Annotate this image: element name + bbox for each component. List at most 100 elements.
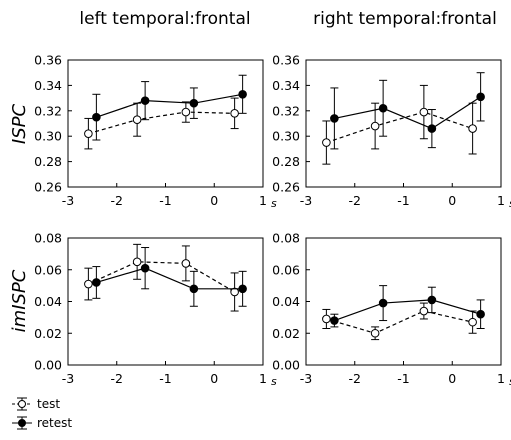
y-tick-label: 0.00: [34, 358, 62, 373]
data-point-retest: [378, 103, 388, 113]
x-tick-label: -1: [159, 193, 171, 208]
data-point-test: [230, 109, 239, 118]
x-tick-label: -2: [349, 371, 361, 386]
legend-retest-marker: [12, 416, 32, 430]
column-title-left: left temporal:frontal: [79, 9, 250, 29]
y-tick-label: 0.36: [272, 53, 300, 68]
series-line-retest: [334, 299, 481, 322]
plot-frame: [67, 59, 264, 188]
x-tick-label: -2: [111, 371, 123, 386]
row-label-ispc: ISPC: [9, 103, 30, 144]
y-tick-label: 0.30: [34, 129, 62, 144]
data-point-test: [84, 129, 93, 138]
data-point-retest: [378, 298, 388, 308]
data-point-test: [419, 306, 429, 316]
data-point-test: [370, 328, 380, 338]
y-tick-label: 0.36: [34, 53, 62, 68]
series-line-retest: [96, 93, 243, 118]
data-point-test: [322, 138, 331, 147]
legend-test-label: test: [37, 397, 60, 411]
y-tick-label: 0.02: [34, 326, 62, 341]
series-line-retest: [334, 96, 481, 130]
x-tick-label: -1: [397, 193, 409, 208]
data-point-test: [230, 287, 239, 297]
data-point-retest: [330, 114, 339, 123]
data-point-test: [181, 259, 191, 268]
data-point-test: [132, 115, 142, 124]
y-tick-label: 0.00: [272, 358, 300, 373]
y-tick-label: 0.02: [272, 326, 300, 341]
x-tick-label: 0: [448, 193, 456, 208]
y-tick-label: 0.06: [34, 262, 62, 277]
x-tick-label: -3: [300, 193, 312, 208]
legend-test-marker: [12, 397, 32, 411]
y-tick-label: 0.08: [34, 231, 62, 246]
data-point-test: [419, 107, 429, 117]
x-tick-label: -3: [62, 193, 74, 208]
data-point-retest: [476, 309, 485, 319]
x-tick-label: 1: [497, 193, 505, 208]
panel-bottom-left: 0.00 0.02 0.04 0.06 0.08 -3 -2 -1 0 1 s: [34, 231, 277, 389]
legend-retest-label: retest: [37, 416, 72, 430]
y-tick-label: 0.06: [272, 262, 300, 277]
x-tick-label: 1: [259, 371, 267, 386]
column-title-right: right temporal:frontal: [313, 9, 497, 29]
x-tick-label: 0: [210, 193, 218, 208]
data-point-test: [181, 107, 191, 117]
data-point-retest: [140, 96, 150, 105]
data-point-test: [468, 317, 477, 327]
y-tick-label: 0.26: [34, 180, 62, 195]
row-label-imispc: imISPC: [9, 269, 30, 332]
y-tick-label: 0.04: [272, 294, 300, 309]
x-tick-label: -2: [111, 193, 123, 208]
panel-top-left: 0.26 0.28 0.30 0.32 0.34 0.36 -3 -2 -1 0 1 s: [34, 53, 277, 211]
legend: test retest: [12, 397, 72, 430]
x-unit-label: s: [271, 197, 277, 210]
y-tick-label: 0.34: [34, 78, 62, 93]
y-tick-label: 0.04: [34, 294, 62, 309]
x-tick-label: 0: [448, 371, 456, 386]
x-tick-label: -1: [159, 371, 171, 386]
x-unit-label: s: [271, 375, 277, 388]
series-line-test: [88, 111, 235, 135]
y-tick-label: 0.32: [34, 103, 62, 118]
data-point-test: [370, 121, 380, 131]
data-point-test: [468, 124, 477, 133]
plot-frame: [67, 237, 264, 366]
x-tick-label: 1: [497, 371, 505, 386]
data-point-retest: [140, 263, 150, 273]
series-line-test: [326, 310, 473, 334]
data-point-retest: [92, 278, 101, 287]
plot-frame: [305, 59, 502, 188]
series-line-test: [88, 261, 235, 293]
panels: 0.260.280.300.320.340.36-3 -2 -1 0 1 s0.260.2…: [34, 53, 511, 389]
x-tick-label: 0: [210, 371, 218, 386]
y-tick-label: 0.34: [272, 78, 300, 93]
data-point-retest: [92, 112, 101, 122]
x-tick-label: -3: [62, 371, 74, 386]
data-point-test: [84, 279, 93, 289]
y-tick-label: 0.08: [272, 231, 300, 246]
data-point-retest: [238, 284, 247, 294]
y-tick-label: 0.26: [272, 180, 300, 195]
data-point-retest: [330, 316, 339, 325]
series-line-test: [326, 111, 473, 144]
data-point-retest: [189, 284, 199, 294]
x-tick-label: 1: [259, 193, 267, 208]
x-tick-label: -3: [300, 371, 312, 386]
x-unit-label: s: [509, 375, 511, 388]
data-point-retest: [427, 124, 437, 133]
y-tick-label: 0.28: [34, 154, 62, 169]
data-point-retest: [189, 98, 199, 108]
y-tick-label: 0.32: [272, 103, 300, 118]
x-tick-label: -1: [397, 371, 409, 386]
data-point-retest: [238, 89, 247, 99]
x-unit-label: s: [509, 197, 511, 210]
y-tick-label: 0.28: [272, 154, 300, 169]
data-point-retest: [427, 295, 437, 305]
data-point-retest: [476, 92, 485, 102]
